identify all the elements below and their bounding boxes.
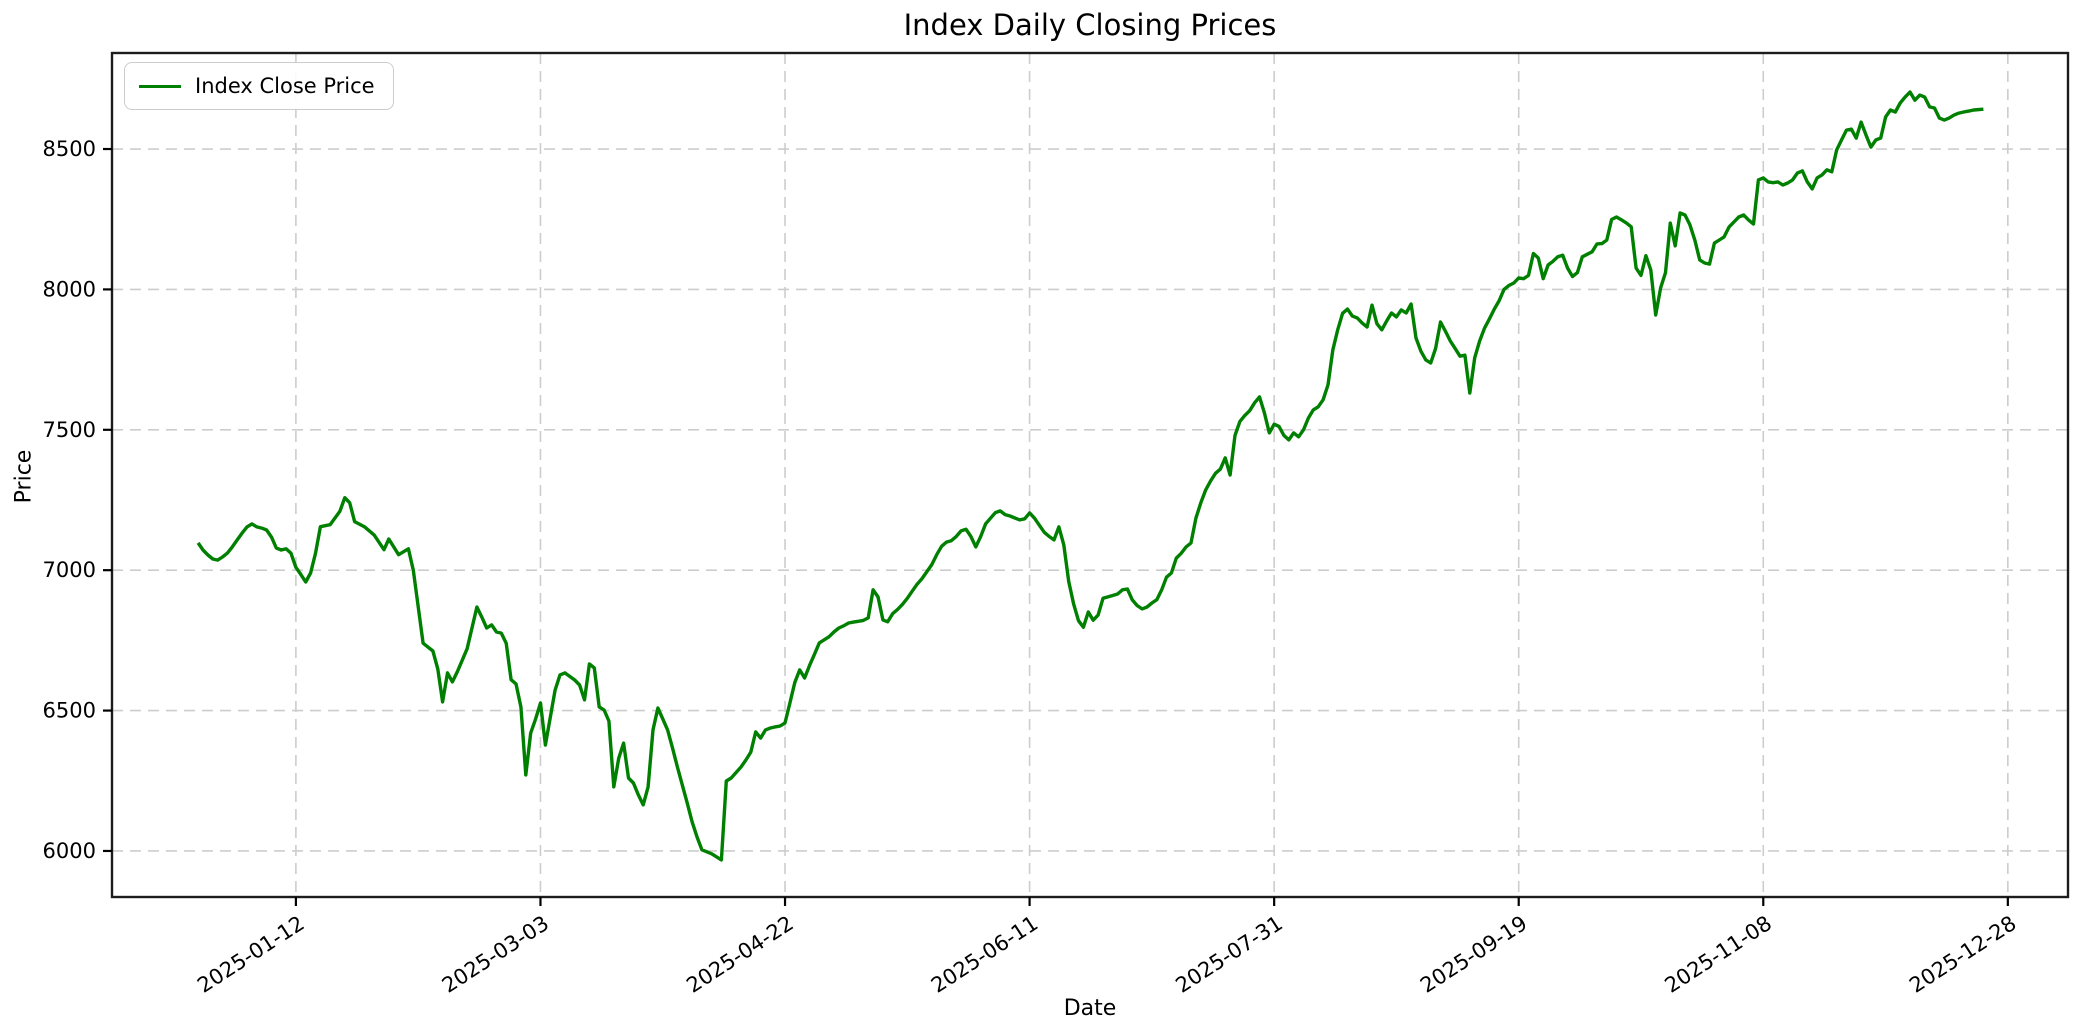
legend-label: Index Close Price [195,74,375,98]
y-tick-label: 7000 [43,558,96,582]
chart-title: Index Daily Closing Prices [903,8,1277,42]
plot-background [112,53,2068,897]
x-tick-label: 2025-06-11 [927,911,1042,998]
x-tick-label: 2025-09-19 [1416,911,1531,998]
x-tick-label: 2025-11-08 [1661,911,1776,998]
axes-spines [110,51,2070,899]
price-line [196,90,1984,862]
x-tick-label: 2025-12-28 [1905,911,2020,998]
x-tick-label: 2025-04-22 [682,911,797,998]
x-axis-title: Date [1063,996,1117,1021]
x-tick-label: 2025-03-03 [438,911,553,998]
legend-box: Index Close Price [124,62,394,110]
y-tick-label: 8000 [43,277,96,301]
x-tick-label: 2025-07-31 [1171,911,1286,998]
y-tick-label: 6500 [43,699,96,723]
y-tick-label: 6000 [43,839,96,863]
x-tick-label: 2025-01-12 [193,911,308,998]
y-tick-label: 8500 [43,137,96,161]
y-tick-label: 7500 [43,418,96,442]
legend-line-sample [139,84,181,88]
y-axis-title: Price [11,449,37,504]
